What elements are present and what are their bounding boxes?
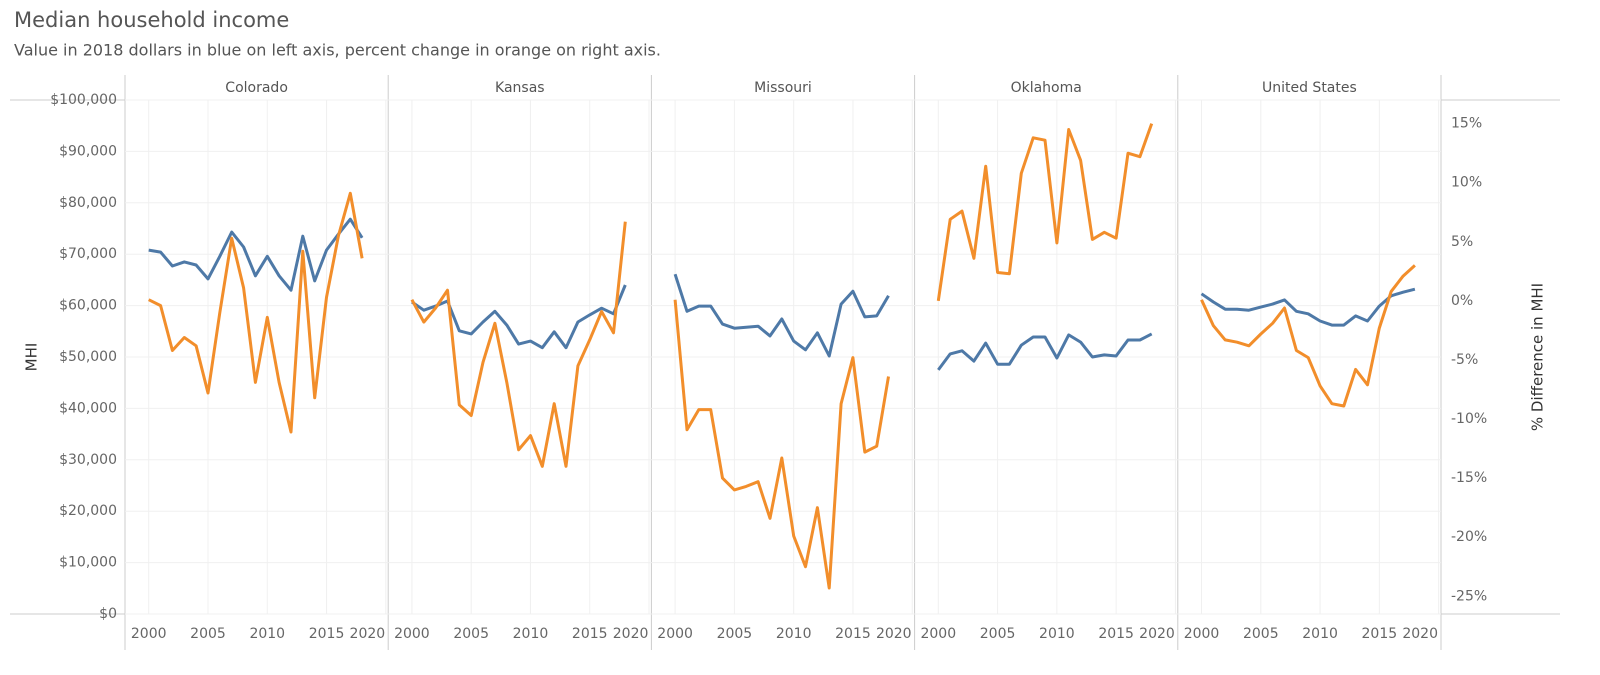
- x-tick-label: 2000: [131, 626, 167, 642]
- y-tick-label: $50,000: [59, 349, 117, 365]
- y2-tick-label: 15%: [1451, 116, 1482, 132]
- chart-title: Median household income: [14, 8, 289, 32]
- panel-title: Kansas: [495, 80, 545, 96]
- x-tick-label: 2020: [1139, 626, 1175, 642]
- series-line: [148, 217, 364, 292]
- panel-title: Colorado: [225, 80, 288, 96]
- x-tick-label: 2010: [1039, 626, 1075, 642]
- x-tick-label: 2005: [1243, 626, 1279, 642]
- y-axis-title: MHI: [23, 343, 41, 372]
- y-tick-label: $70,000: [59, 246, 117, 262]
- y-tick-label: $0: [99, 606, 117, 622]
- y2-tick-label: 10%: [1451, 175, 1482, 191]
- series-line: [410, 221, 627, 468]
- x-tick-label: 2010: [1302, 626, 1338, 642]
- x-tick-label: 2005: [453, 626, 489, 642]
- y2-tick-label: 0%: [1451, 293, 1473, 309]
- y2-tick-label: -25%: [1451, 588, 1487, 604]
- series-line: [1200, 264, 1416, 408]
- y2-tick-label: -5%: [1451, 352, 1478, 368]
- x-tick-label: 2000: [657, 626, 693, 642]
- x-tick-label: 2005: [980, 626, 1016, 642]
- y-tick-label: $40,000: [59, 400, 117, 416]
- x-tick-label: 2015: [835, 626, 871, 642]
- y2-tick-label: 5%: [1451, 234, 1473, 250]
- y-tick-label: $30,000: [59, 452, 117, 468]
- y2-axis-title: % Difference in MHI: [1529, 283, 1547, 431]
- panel-title: United States: [1262, 80, 1357, 96]
- y-tick-label: $100,000: [50, 92, 117, 108]
- x-tick-label: 2020: [613, 626, 649, 642]
- x-tick-label: 2015: [1098, 626, 1134, 642]
- x-tick-label: 2015: [309, 626, 345, 642]
- y-tick-label: $60,000: [59, 298, 117, 314]
- series-line: [673, 299, 890, 590]
- x-tick-label: 2015: [572, 626, 608, 642]
- panel-title: Missouri: [754, 80, 812, 96]
- x-tick-label: 2020: [1402, 626, 1438, 642]
- y2-tick-label: -15%: [1451, 470, 1487, 486]
- panel-title: Oklahoma: [1011, 80, 1082, 96]
- series-line: [936, 123, 1154, 302]
- x-tick-label: 2010: [513, 626, 549, 642]
- series-line: [937, 332, 1153, 371]
- series-line: [673, 273, 890, 358]
- x-tick-label: 2005: [190, 626, 226, 642]
- x-tick-label: 2020: [350, 626, 386, 642]
- series-line: [1200, 287, 1416, 327]
- y2-tick-label: -20%: [1451, 529, 1487, 545]
- y-tick-label: $20,000: [59, 503, 117, 519]
- x-tick-label: 2000: [394, 626, 430, 642]
- x-tick-label: 2015: [1362, 626, 1398, 642]
- y-tick-label: $10,000: [59, 555, 117, 571]
- x-tick-label: 2005: [717, 626, 753, 642]
- x-tick-label: 2020: [876, 626, 912, 642]
- x-tick-label: 2010: [249, 626, 285, 642]
- chart-subtitle: Value in 2018 dollars in blue on left ax…: [14, 41, 661, 60]
- x-tick-label: 2000: [1184, 626, 1220, 642]
- y2-tick-label: -10%: [1451, 411, 1487, 427]
- x-tick-label: 2000: [920, 626, 956, 642]
- y-tick-label: $80,000: [59, 195, 117, 211]
- y-tick-label: $90,000: [59, 143, 117, 159]
- series-line: [148, 191, 364, 434]
- x-tick-label: 2010: [776, 626, 812, 642]
